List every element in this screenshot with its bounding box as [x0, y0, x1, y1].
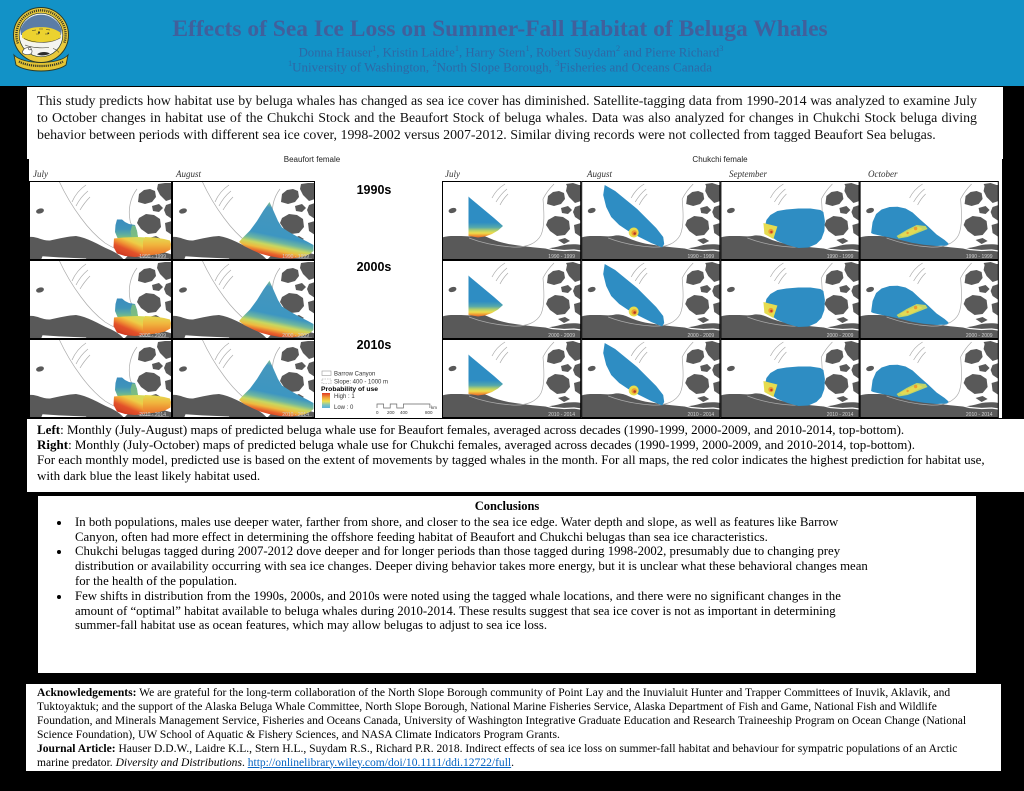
svg-text:Probability of use: Probability of use	[321, 386, 378, 393]
svg-text:2000 - 2009: 2000 - 2009	[966, 333, 993, 339]
svg-text:200: 200	[387, 410, 395, 415]
svg-text:2000 - 2009: 2000 - 2009	[139, 333, 166, 339]
svg-text:2010 - 2014: 2010 - 2014	[687, 412, 714, 418]
svg-text:Barrow Canyon: Barrow Canyon	[334, 372, 375, 378]
svg-text:Slope: 400 - 1000 m: Slope: 400 - 1000 m	[334, 380, 388, 386]
svg-text:1990 - 1999: 1990 - 1999	[827, 254, 854, 260]
svg-text:2010 - 2014: 2010 - 2014	[827, 412, 854, 418]
svg-text:2010 - 2014: 2010 - 2014	[966, 412, 993, 418]
svg-text:1990 - 1999: 1990 - 1999	[139, 254, 166, 260]
svg-text:1990 - 1999: 1990 - 1999	[687, 254, 714, 260]
svg-text:1990 - 1999: 1990 - 1999	[548, 254, 575, 260]
svg-text:2010 - 2014: 2010 - 2014	[548, 412, 575, 418]
svg-text:1990 - 1999: 1990 - 1999	[282, 254, 309, 260]
svg-text:Low : 0: Low : 0	[334, 405, 354, 411]
svg-text:400: 400	[400, 410, 408, 415]
svg-text:2000 - 2009: 2000 - 2009	[687, 333, 714, 339]
svg-text:1990 - 1999: 1990 - 1999	[966, 254, 993, 260]
svg-text:2010 - 2014: 2010 - 2014	[139, 412, 166, 418]
svg-text:High : 1: High : 1	[334, 394, 355, 400]
svg-text:km: km	[431, 405, 437, 410]
svg-text:2000 - 2009: 2000 - 2009	[827, 333, 854, 339]
svg-text:2010 - 2014: 2010 - 2014	[282, 412, 309, 418]
svg-text:800: 800	[425, 410, 433, 415]
svg-text:2000 - 2009: 2000 - 2009	[282, 333, 309, 339]
svg-text:0: 0	[376, 410, 379, 415]
svg-text:2000 - 2009: 2000 - 2009	[548, 333, 575, 339]
